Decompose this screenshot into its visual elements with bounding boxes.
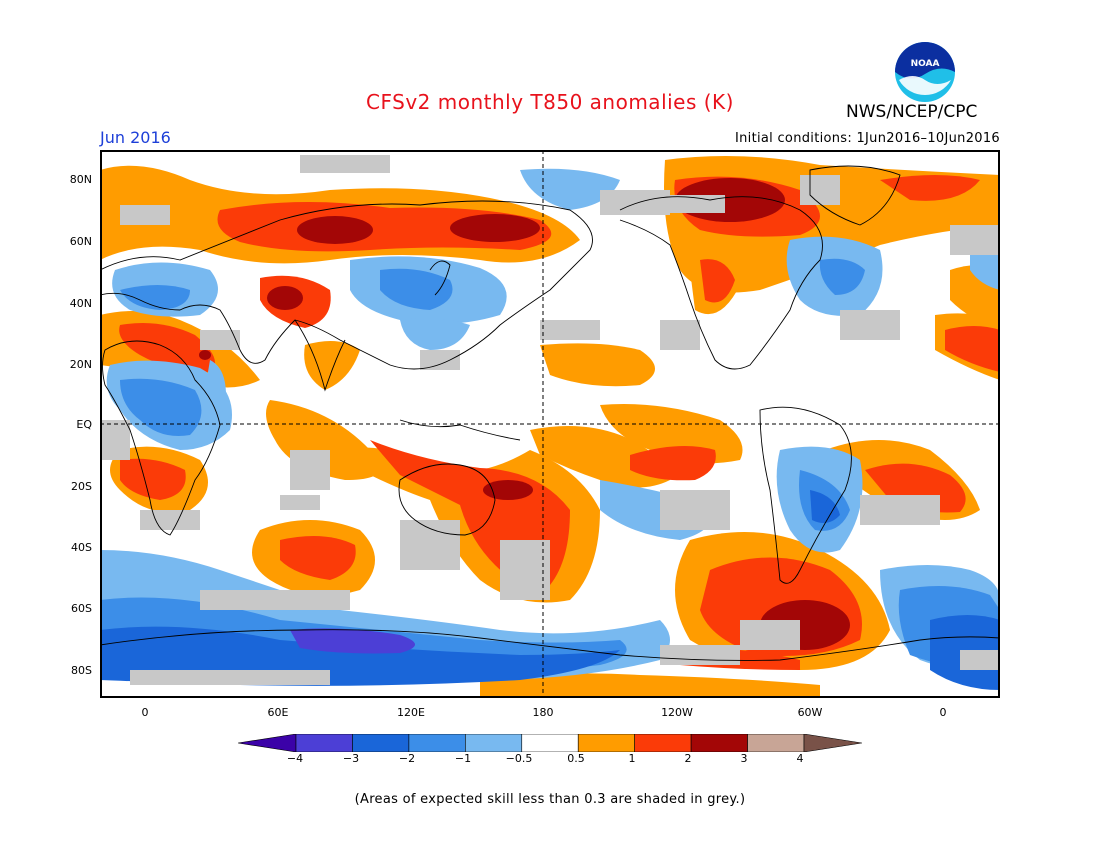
colorbar-label: 3 [740,752,748,765]
lat-label: 40N [69,297,92,310]
skill-footnote: (Areas of expected skill less than 0.3 a… [354,792,746,807]
lat-label: 80S [71,664,92,677]
lat-label: EQ [76,418,92,431]
organization-label: NWS/NCEP/CPC [846,102,978,122]
lat-label: 80N [69,173,92,186]
colorbar-swatch [465,734,523,752]
colorbar-label: 2 [684,752,692,765]
lon-label: 60E [267,706,289,719]
lat-label: 20S [71,480,92,493]
lat-label: 20N [69,358,92,371]
lat-label: 40S [71,541,92,554]
colorbar-swatch [634,734,692,752]
lon-label: 180 [532,706,554,719]
colorbar-label: −4 [286,752,304,765]
colorbar-label: −1 [454,752,472,765]
anomaly-map [100,150,1000,698]
lon-label: 0 [141,706,149,719]
colorbar-above-max-triangle [803,734,862,752]
colorbar-label: −2 [398,752,416,765]
lon-label: 120W [661,706,693,719]
colorbar-label: 4 [796,752,804,765]
initial-conditions-label: Initial conditions: 1Jun2016–10Jun2016 [734,131,1000,146]
colorbar-swatch [408,734,466,752]
colorbar-swatch [352,734,410,752]
valid-month-label: Jun 2016 [100,128,171,147]
anomaly-neg3-neg4-regions [290,628,415,654]
colorbar [238,734,862,752]
noaa-logo-text: NOAA [911,59,940,69]
colorbar-swatch [747,734,805,752]
coastlines [100,165,1000,661]
map-title: CFSv2 monthly T850 anomalies (K) [366,90,734,114]
colorbar-label: 0.5 [567,752,585,765]
lon-label: 120E [397,706,425,719]
lat-label: 60N [69,235,92,248]
colorbar-swatch [521,734,579,752]
colorbar-label: −3 [342,752,360,765]
lon-label: 0 [939,706,947,719]
colorbar-below-min-triangle [238,734,297,752]
colorbar-swatch [577,734,635,752]
low-skill-grey-regions [100,155,1000,685]
colorbar-swatch [690,734,748,752]
colorbar-label: 1 [628,752,636,765]
map-frame [100,150,1000,698]
noaa-logo: NOAA [895,42,955,102]
anomaly-2-3-regions [199,178,850,650]
colorbar-label: −0.5 [505,752,533,765]
lon-label: 60W [797,706,823,719]
lat-label: 60S [71,602,92,615]
colorbar-swatch [295,734,353,752]
